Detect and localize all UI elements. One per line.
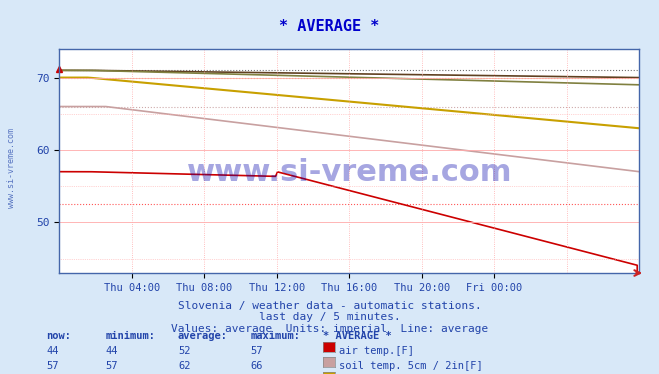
Text: 57: 57 bbox=[250, 346, 263, 356]
Text: minimum:: minimum: bbox=[105, 331, 156, 341]
Text: www.si-vreme.com: www.si-vreme.com bbox=[7, 128, 16, 208]
Text: 66: 66 bbox=[250, 361, 263, 371]
Text: air temp.[F]: air temp.[F] bbox=[339, 346, 415, 356]
Text: 62: 62 bbox=[178, 361, 190, 371]
Text: * AVERAGE *: * AVERAGE * bbox=[279, 19, 380, 34]
Text: soil temp. 5cm / 2in[F]: soil temp. 5cm / 2in[F] bbox=[339, 361, 483, 371]
Text: 44: 44 bbox=[105, 346, 118, 356]
Text: 57: 57 bbox=[105, 361, 118, 371]
Text: average:: average: bbox=[178, 331, 228, 341]
Text: last day / 5 minutes.: last day / 5 minutes. bbox=[258, 312, 401, 322]
Text: now:: now: bbox=[46, 331, 71, 341]
Text: 52: 52 bbox=[178, 346, 190, 356]
Text: Values: average  Units: imperial  Line: average: Values: average Units: imperial Line: av… bbox=[171, 324, 488, 334]
Text: Slovenia / weather data - automatic stations.: Slovenia / weather data - automatic stat… bbox=[178, 301, 481, 311]
Text: www.si-vreme.com: www.si-vreme.com bbox=[186, 157, 512, 187]
Text: 57: 57 bbox=[46, 361, 59, 371]
Text: 44: 44 bbox=[46, 346, 59, 356]
Text: maximum:: maximum: bbox=[250, 331, 301, 341]
Text: * AVERAGE *: * AVERAGE * bbox=[323, 331, 391, 341]
